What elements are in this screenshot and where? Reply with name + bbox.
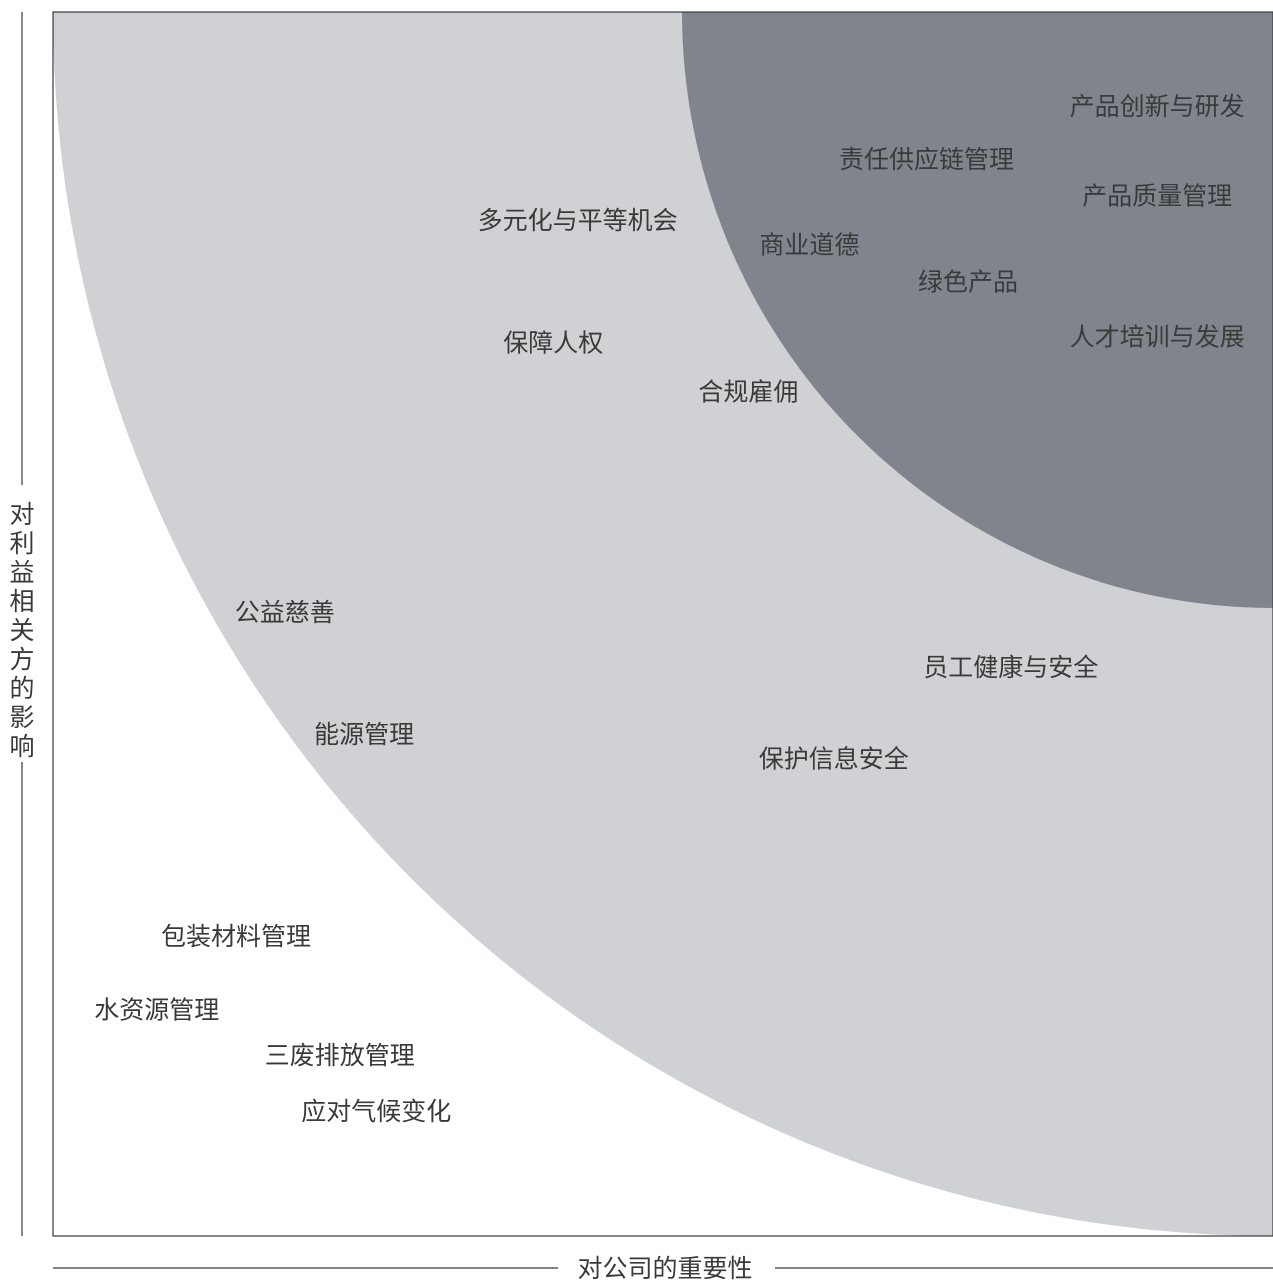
issue-label: 三废排放管理 [265,1041,415,1070]
issue-label: 商业道德 [759,231,859,260]
issue-label: 公益慈善 [235,598,335,627]
issue-label: 产品质量管理 [1082,182,1232,211]
issue-label: 合规雇佣 [698,377,798,406]
issue-label: 保护信息安全 [759,745,909,774]
issue-label: 水资源管理 [94,996,219,1025]
issue-label: 能源管理 [314,720,414,749]
issue-labels: 产品创新与研发责任供应链管理产品质量管理多元化与平等机会商业道德绿色产品人才培训… [94,92,1244,1126]
issue-label: 多元化与平等机会 [478,206,678,235]
inner-zone [682,12,1273,608]
issue-label: 包装材料管理 [161,922,311,951]
issue-label: 产品创新与研发 [1070,92,1245,121]
plot-frame [52,11,1273,1237]
issue-label: 绿色产品 [918,267,1018,296]
issue-label: 保障人权 [503,328,603,357]
issue-label: 人才培训与发展 [1070,322,1245,351]
issue-label: 应对气候变化 [301,1097,451,1126]
y-axis-title: 对利益相关方的影响 [9,500,34,761]
x-axis-title: 对公司的重要性 [577,1254,752,1281]
issue-label: 责任供应链管理 [839,145,1014,174]
issue-label: 员工健康与安全 [923,653,1098,682]
